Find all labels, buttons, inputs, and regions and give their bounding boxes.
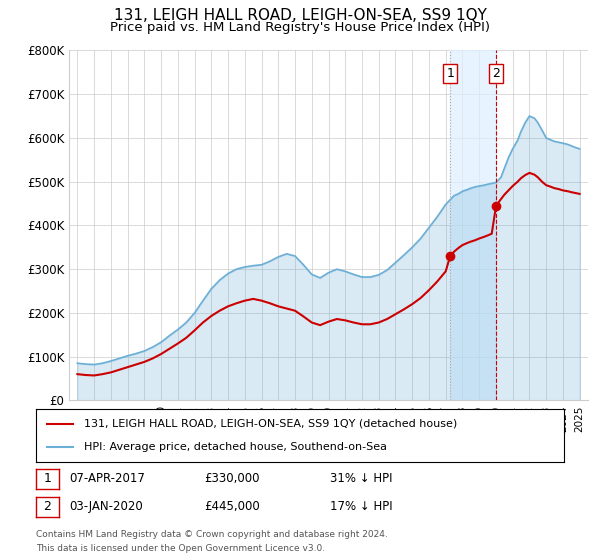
Text: Contains HM Land Registry data © Crown copyright and database right 2024.: Contains HM Land Registry data © Crown c…: [36, 530, 388, 539]
Text: 03-JAN-2020: 03-JAN-2020: [69, 500, 143, 514]
Text: 1: 1: [446, 67, 454, 80]
Text: This data is licensed under the Open Government Licence v3.0.: This data is licensed under the Open Gov…: [36, 544, 325, 553]
Text: £445,000: £445,000: [204, 500, 260, 514]
Text: 2: 2: [43, 500, 52, 514]
Text: 2: 2: [492, 67, 500, 80]
Text: Price paid vs. HM Land Registry's House Price Index (HPI): Price paid vs. HM Land Registry's House …: [110, 21, 490, 34]
Text: 131, LEIGH HALL ROAD, LEIGH-ON-SEA, SS9 1QY: 131, LEIGH HALL ROAD, LEIGH-ON-SEA, SS9 …: [113, 8, 487, 24]
Text: HPI: Average price, detached house, Southend-on-Sea: HPI: Average price, detached house, Sout…: [83, 442, 386, 452]
Bar: [450, 50, 496, 400]
Text: 131, LEIGH HALL ROAD, LEIGH-ON-SEA, SS9 1QY (detached house): 131, LEIGH HALL ROAD, LEIGH-ON-SEA, SS9 …: [83, 419, 457, 429]
Text: 07-APR-2017: 07-APR-2017: [69, 472, 145, 486]
Text: 1: 1: [43, 472, 52, 486]
Text: 31% ↓ HPI: 31% ↓ HPI: [330, 472, 392, 486]
Text: 17% ↓ HPI: 17% ↓ HPI: [330, 500, 392, 514]
Text: £330,000: £330,000: [204, 472, 260, 486]
